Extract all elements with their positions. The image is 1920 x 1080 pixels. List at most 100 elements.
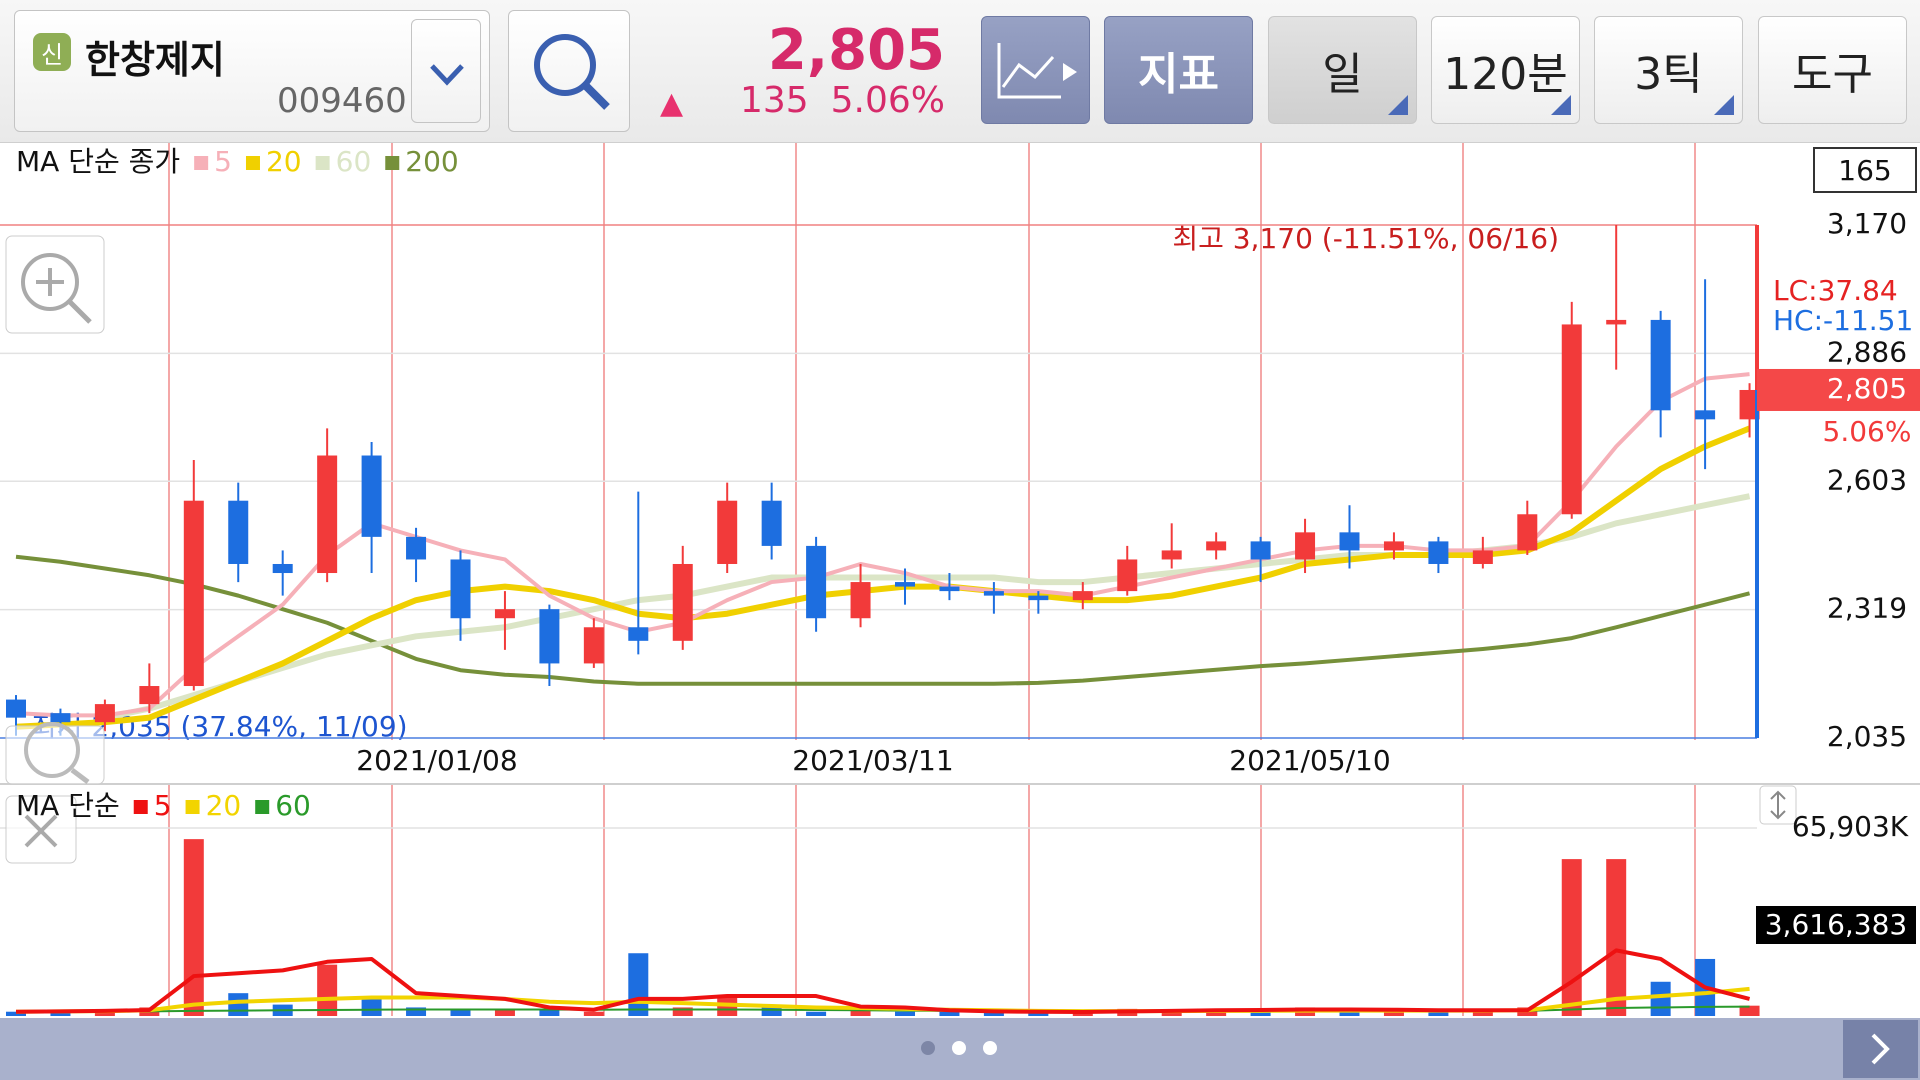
resize-handle[interactable] bbox=[1759, 785, 1797, 825]
volume-bar bbox=[983, 1012, 1004, 1016]
candle-body bbox=[272, 563, 293, 574]
search-icon bbox=[534, 34, 610, 110]
current-price: 2,805 bbox=[1827, 372, 1907, 405]
candle-body bbox=[628, 627, 649, 641]
volume-bar bbox=[1472, 1010, 1493, 1016]
count-box bbox=[1813, 147, 1917, 193]
hc-label: HC:-11.51 bbox=[1773, 304, 1913, 337]
candle-body bbox=[1561, 324, 1582, 515]
next-button[interactable] bbox=[1843, 1020, 1918, 1078]
candle-body bbox=[494, 609, 515, 619]
legend-label: 200 bbox=[405, 145, 458, 178]
legend-swatch bbox=[185, 800, 200, 814]
legend-swatch bbox=[315, 156, 330, 170]
candle-body bbox=[1028, 595, 1049, 601]
count: 165 bbox=[1838, 154, 1891, 187]
candle-body bbox=[1339, 532, 1360, 551]
volume-bar bbox=[1739, 1005, 1760, 1016]
x-tick-label: 2021/03/11 bbox=[792, 744, 953, 777]
bottom-bar bbox=[0, 1018, 1920, 1080]
chart-icon bbox=[997, 43, 1077, 99]
period-button[interactable]: 일 bbox=[1268, 16, 1417, 124]
zoom-in-button[interactable] bbox=[5, 235, 105, 334]
x-tick-label: 2021/01/08 bbox=[356, 744, 517, 777]
high-note: 최고 3,170 (-11.51%, 06/16) bbox=[1172, 222, 1559, 255]
candle-body bbox=[806, 545, 827, 619]
volume-bar bbox=[317, 964, 338, 1016]
candle-body bbox=[850, 582, 871, 619]
toolbar: 신 한창제지 009460 2,805 ▲ 135 5.06% 지표 일 120… bbox=[0, 0, 1920, 143]
tools-button[interactable]: 도구 bbox=[1758, 16, 1907, 124]
change-arrow: ▲ bbox=[660, 86, 684, 121]
stock-name: 한창제지 bbox=[85, 38, 225, 82]
candle-body bbox=[1117, 559, 1138, 592]
volume-bar bbox=[494, 1010, 515, 1016]
volume-bar bbox=[450, 1008, 471, 1016]
minute-button[interactable]: 120분 bbox=[1431, 16, 1580, 124]
close-button[interactable] bbox=[5, 795, 77, 864]
volume-bar bbox=[806, 1011, 827, 1016]
legend-swatch bbox=[194, 156, 209, 170]
candle-body bbox=[228, 500, 249, 564]
legend-title: MA 단순 bbox=[16, 789, 120, 822]
legend-swatch bbox=[133, 800, 148, 814]
candle-body bbox=[1072, 591, 1093, 601]
volume-bar bbox=[895, 1011, 915, 1016]
volume-bar bbox=[361, 998, 382, 1016]
candle-body bbox=[1650, 319, 1671, 411]
stock-code: 009460 bbox=[277, 81, 407, 121]
volume-bar bbox=[1250, 1010, 1271, 1016]
legend-swatch bbox=[245, 156, 260, 170]
volume-bar bbox=[1606, 859, 1627, 1016]
chevron-icon bbox=[430, 64, 464, 86]
legend-swatch bbox=[385, 156, 400, 170]
candle-body bbox=[1295, 532, 1316, 560]
candle-body bbox=[1383, 541, 1404, 551]
dropdown-button[interactable] bbox=[411, 19, 481, 123]
current-volume: 3,616,383 bbox=[1765, 908, 1908, 941]
volume-bar bbox=[628, 953, 649, 1016]
stock-selector[interactable]: 신 한창제지 009460 bbox=[14, 10, 490, 132]
volume-bar bbox=[228, 993, 249, 1016]
candle-body bbox=[1206, 541, 1227, 551]
lc-label: LC:37.84 bbox=[1773, 274, 1898, 307]
candle-body bbox=[895, 582, 915, 587]
volume-bar bbox=[850, 1010, 871, 1016]
candle-body bbox=[183, 500, 204, 687]
moving-average bbox=[15, 425, 1751, 730]
volume-bar bbox=[1650, 981, 1671, 1016]
volume-box bbox=[1756, 906, 1916, 944]
legend-label: 20 bbox=[206, 789, 242, 822]
tick-button[interactable]: 3틱 bbox=[1594, 16, 1743, 124]
candle-body bbox=[717, 500, 738, 564]
legend-title: MA 단순 종가 bbox=[16, 145, 180, 178]
current-change: 5.06% bbox=[1823, 415, 1912, 448]
y-tick-label: 2,603 bbox=[1827, 463, 1907, 496]
y-tick-label: 2,319 bbox=[1827, 592, 1907, 625]
candle-body bbox=[1428, 541, 1449, 564]
candle-body bbox=[1472, 550, 1493, 564]
volume-bar bbox=[183, 839, 204, 1016]
candle-body bbox=[1250, 541, 1271, 560]
candle-body bbox=[450, 559, 471, 619]
moving-average bbox=[15, 372, 1750, 718]
y-tick-label: 65,903K bbox=[1792, 810, 1909, 843]
x-tick-label: 2021/05/10 bbox=[1229, 744, 1390, 777]
candle-body bbox=[94, 704, 115, 723]
legend-label: 60 bbox=[275, 789, 311, 822]
zoom-out-button[interactable] bbox=[5, 722, 105, 785]
volume-bar bbox=[1561, 859, 1582, 1016]
candle-body bbox=[50, 713, 71, 723]
current-price-box bbox=[1757, 368, 1920, 411]
volume-bar bbox=[672, 1007, 693, 1016]
search-button[interactable] bbox=[508, 10, 630, 132]
candle-body bbox=[983, 591, 1004, 596]
change-percent: 5.06% bbox=[830, 80, 945, 121]
chart-type-button[interactable] bbox=[981, 16, 1090, 124]
candle-body bbox=[6, 699, 26, 718]
indicator-button[interactable]: 지표 bbox=[1104, 16, 1253, 124]
moving-average bbox=[15, 554, 1751, 686]
candle-body bbox=[1606, 319, 1627, 325]
